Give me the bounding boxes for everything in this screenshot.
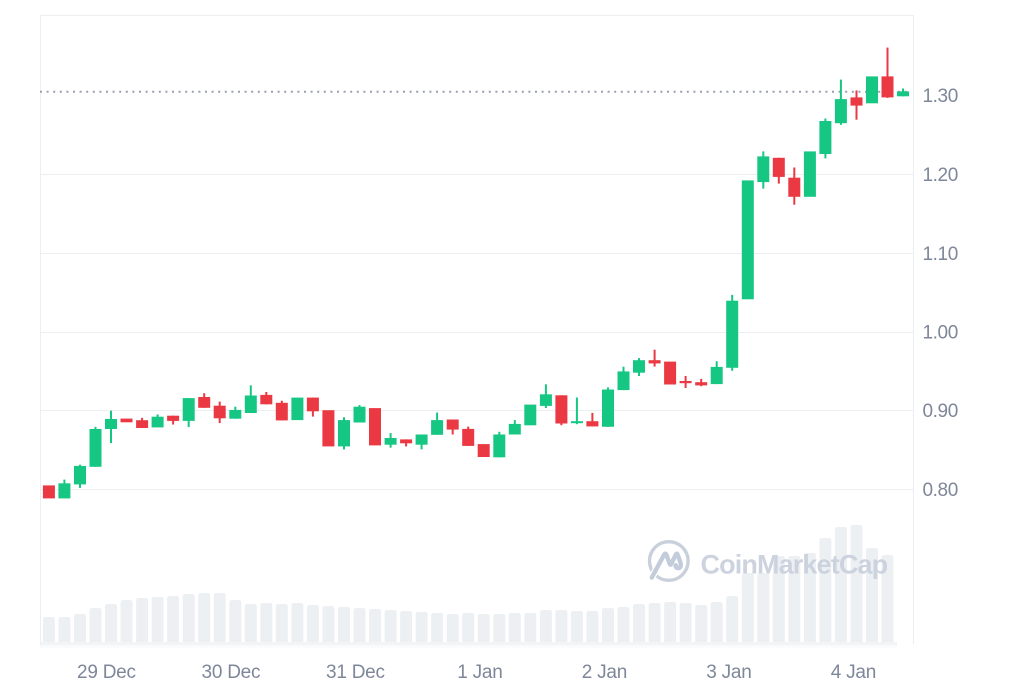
svg-text:2 Jan: 2 Jan bbox=[582, 662, 627, 683]
svg-text:0.80: 0.80 bbox=[923, 480, 958, 501]
svg-text:3 Jan: 3 Jan bbox=[706, 662, 751, 683]
svg-text:31 Dec: 31 Dec bbox=[326, 662, 385, 683]
svg-text:1 Jan: 1 Jan bbox=[457, 662, 502, 683]
svg-text:1.10: 1.10 bbox=[923, 244, 958, 265]
svg-text:1.00: 1.00 bbox=[923, 323, 958, 344]
svg-text:29 Dec: 29 Dec bbox=[77, 662, 136, 683]
svg-text:0.90: 0.90 bbox=[923, 401, 958, 422]
svg-text:30 Dec: 30 Dec bbox=[202, 662, 261, 683]
svg-text:CoinMarketCap: CoinMarketCap bbox=[701, 550, 888, 580]
svg-text:4 Jan: 4 Jan bbox=[831, 662, 876, 683]
svg-text:1.20: 1.20 bbox=[923, 165, 958, 186]
svg-text:1.30: 1.30 bbox=[923, 86, 958, 107]
